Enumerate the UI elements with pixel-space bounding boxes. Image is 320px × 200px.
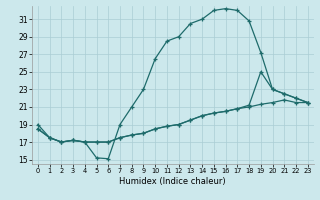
X-axis label: Humidex (Indice chaleur): Humidex (Indice chaleur) bbox=[119, 177, 226, 186]
